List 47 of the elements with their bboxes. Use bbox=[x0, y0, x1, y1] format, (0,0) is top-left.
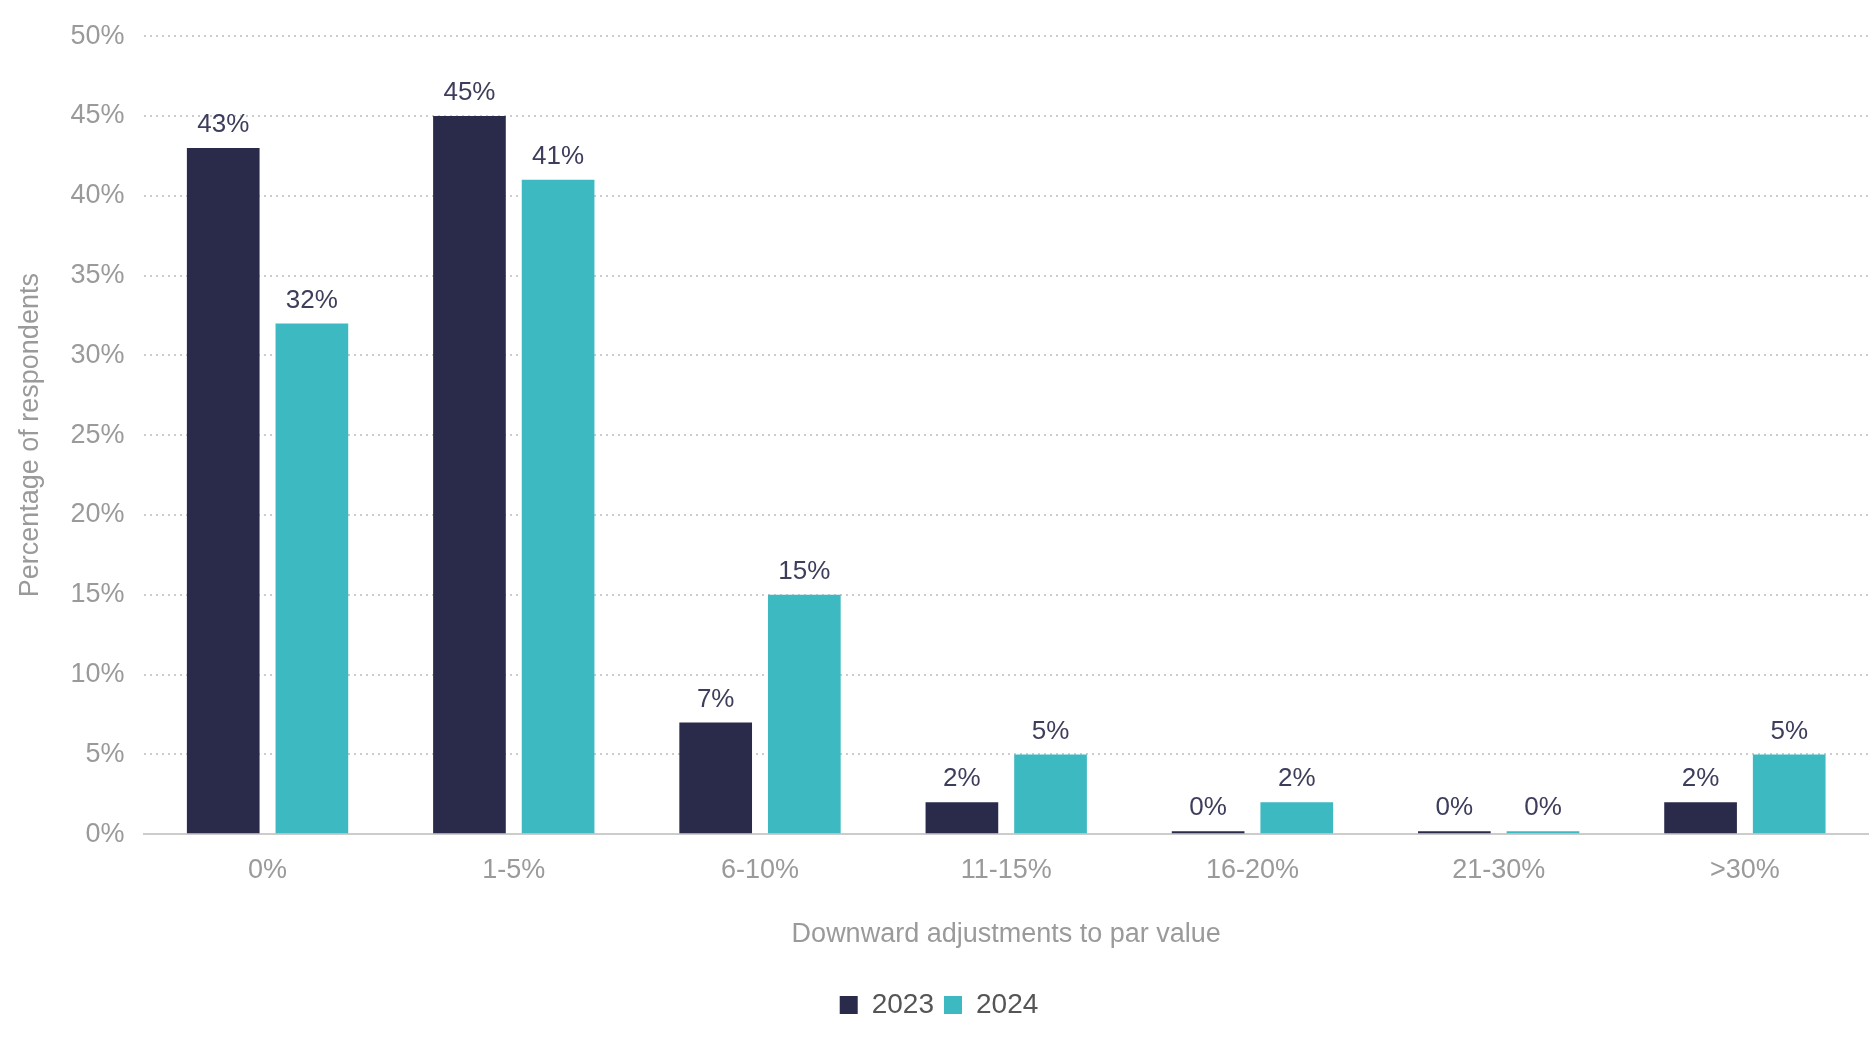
legend-label: 2023 bbox=[871, 987, 935, 1019]
x-tick-label: >30% bbox=[1709, 853, 1780, 884]
data-label: 45% bbox=[443, 76, 496, 107]
y-tick-label: 40% bbox=[70, 179, 125, 210]
data-label: 41% bbox=[532, 140, 585, 171]
data-label: 0% bbox=[1524, 791, 1562, 822]
bar bbox=[679, 722, 753, 834]
bar bbox=[1014, 754, 1087, 834]
bar bbox=[1664, 802, 1737, 834]
data-label: 32% bbox=[285, 283, 338, 314]
data-label: 5% bbox=[1031, 714, 1070, 745]
y-tick-label: 15% bbox=[70, 578, 125, 609]
y-tick-label: 10% bbox=[70, 658, 125, 689]
data-label: 0% bbox=[1435, 791, 1474, 822]
data-label: 2% bbox=[1681, 762, 1720, 793]
legend-label: 2024 bbox=[976, 987, 1039, 1019]
x-tick-label: 16-20% bbox=[1205, 853, 1299, 884]
bar bbox=[186, 147, 260, 834]
data-label: 5% bbox=[1770, 714, 1808, 745]
x-tick-label: 0% bbox=[248, 853, 288, 884]
y-tick-label: 30% bbox=[70, 338, 125, 369]
y-tick-label: 50% bbox=[70, 19, 125, 50]
x-tick-label: 1-5% bbox=[482, 853, 546, 884]
x-tick-label: 21-30% bbox=[1452, 853, 1546, 884]
x-tick-label: 11-15% bbox=[960, 853, 1052, 884]
bar bbox=[925, 802, 999, 834]
data-label: 15% bbox=[778, 554, 831, 585]
y-tick-label: 45% bbox=[70, 99, 125, 130]
x-tick-label: 6-10% bbox=[720, 853, 800, 884]
bar bbox=[521, 179, 595, 834]
bar bbox=[1752, 754, 1826, 834]
y-tick-label: 5% bbox=[85, 737, 125, 768]
bar bbox=[433, 116, 506, 834]
y-tick-label: 35% bbox=[70, 259, 125, 290]
data-label: 43% bbox=[197, 108, 250, 139]
bar bbox=[275, 323, 349, 834]
x-axis-title: Downward adjustments to par value bbox=[791, 918, 1221, 949]
data-label: 7% bbox=[696, 682, 735, 713]
data-label: 2% bbox=[1277, 762, 1316, 793]
y-axis-title: Percentage of respondents bbox=[13, 273, 44, 598]
y-tick-label: 20% bbox=[70, 498, 125, 529]
bar bbox=[1260, 802, 1334, 834]
data-label: 0% bbox=[1189, 791, 1227, 822]
data-label: 2% bbox=[943, 762, 981, 793]
y-tick-label: 0% bbox=[85, 817, 125, 848]
y-tick-label: 25% bbox=[70, 418, 125, 449]
bar bbox=[767, 594, 841, 834]
